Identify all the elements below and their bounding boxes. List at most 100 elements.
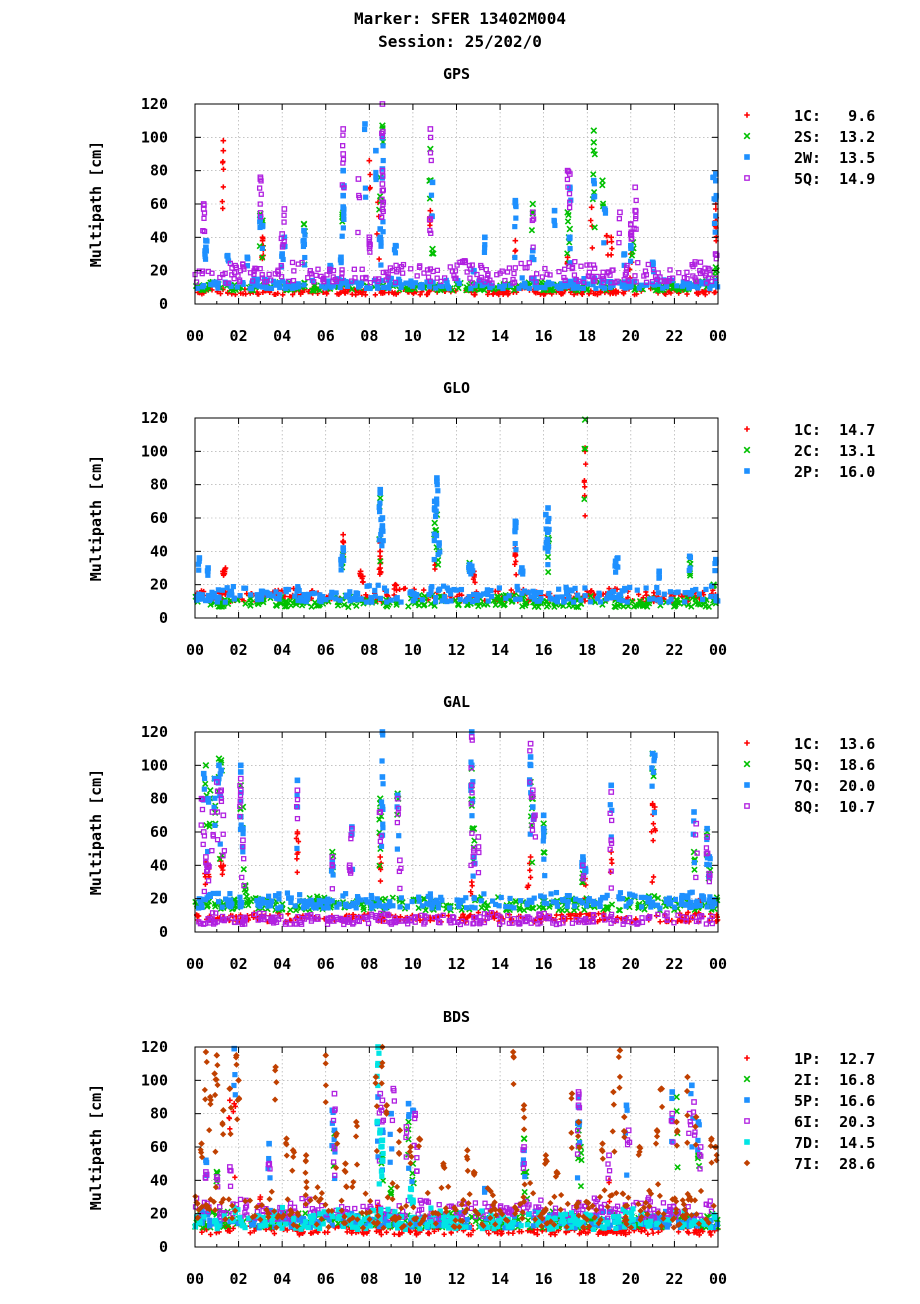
data-point: [421, 587, 426, 592]
data-point: [713, 197, 718, 202]
legend-marker: [744, 468, 750, 474]
data-point: [545, 505, 551, 511]
data-point: [219, 790, 223, 794]
x-tick-label: 14: [491, 955, 509, 973]
data-point: [199, 823, 203, 827]
series-1c: [194, 445, 719, 604]
data-point: [624, 904, 629, 909]
data-point: [688, 900, 693, 905]
legend: 1C: 13.65Q: 18.67Q: 20.08Q: 10.7: [744, 735, 875, 816]
data-point: [296, 281, 301, 286]
data-point: [420, 903, 425, 908]
data-point: [196, 568, 201, 573]
data-point: [525, 901, 530, 906]
data-point: [239, 903, 244, 908]
data-point: [628, 246, 633, 251]
data-point: [238, 763, 244, 769]
data-point: [707, 880, 711, 884]
data-point: [303, 1211, 308, 1216]
data-point: [530, 828, 534, 832]
data-point: [411, 598, 416, 603]
data-point: [604, 233, 609, 238]
data-point: [589, 205, 595, 211]
data-point: [368, 286, 373, 291]
data-point: [522, 1189, 527, 1194]
data-point: [567, 893, 572, 898]
data-point: [519, 261, 523, 265]
data-point: [372, 588, 377, 593]
data-point: [377, 810, 381, 814]
data-point: [212, 796, 217, 801]
data-point: [685, 270, 689, 274]
data-point: [470, 568, 475, 573]
data-point: [376, 583, 381, 588]
data-point: [469, 905, 474, 910]
data-point: [397, 869, 401, 873]
panel-title: GAL: [443, 693, 470, 711]
data-point: [294, 856, 299, 861]
data-point: [297, 898, 302, 903]
data-point: [340, 234, 345, 239]
data-point: [207, 879, 211, 883]
data-point: [484, 268, 488, 272]
x-tick-label: 20: [622, 641, 640, 659]
data-point: [417, 899, 422, 904]
x-tick-label: 00: [186, 641, 204, 659]
series-5p: [199, 1046, 720, 1231]
data-point: [231, 1226, 236, 1231]
data-point: [530, 218, 534, 222]
data-point: [435, 268, 439, 272]
data-point: [282, 207, 286, 211]
data-point: [215, 599, 220, 604]
x-tick-label: 22: [665, 327, 683, 345]
x-tick-label: 00: [186, 327, 204, 345]
data-point: [216, 838, 220, 842]
data-point: [591, 128, 597, 134]
data-point: [380, 215, 384, 219]
data-point: [622, 252, 627, 257]
data-point: [529, 921, 533, 925]
data-point: [340, 893, 345, 898]
data-point: [322, 1230, 327, 1235]
data-point: [208, 282, 213, 287]
data-point: [684, 282, 689, 287]
data-point: [377, 505, 382, 510]
data-point: [548, 891, 553, 896]
data-point: [645, 1232, 650, 1237]
data-point: [655, 903, 660, 908]
data-point: [693, 587, 698, 592]
x-tick-label: 14: [491, 641, 509, 659]
legend-marker: [744, 112, 750, 118]
data-point: [269, 278, 273, 282]
data-point: [470, 883, 475, 888]
data-point: [202, 776, 207, 781]
data-point: [202, 834, 206, 838]
data-point: [712, 568, 717, 573]
data-point: [436, 901, 441, 906]
data-point: [588, 218, 593, 223]
data-point: [367, 583, 372, 588]
data-point: [219, 799, 223, 803]
y-tick-label: 20: [150, 262, 168, 280]
y-tick-label: 80: [150, 790, 168, 808]
data-point: [369, 600, 374, 605]
data-point: [286, 896, 291, 901]
data-point: [380, 529, 385, 534]
data-point: [340, 168, 346, 174]
data-point: [337, 902, 342, 907]
data-point: [513, 238, 519, 244]
data-point: [481, 891, 486, 896]
data-point: [302, 255, 307, 260]
data-point: [410, 899, 415, 904]
data-point: [204, 855, 208, 859]
data-point: [241, 586, 246, 591]
data-point: [429, 584, 434, 589]
data-point: [609, 886, 613, 890]
data-point: [628, 899, 633, 904]
data-point: [564, 591, 569, 596]
data-point: [255, 597, 260, 602]
data-point: [333, 596, 338, 601]
data-point: [518, 898, 523, 903]
data-point: [608, 849, 614, 855]
x-tick-label: 02: [230, 955, 248, 973]
